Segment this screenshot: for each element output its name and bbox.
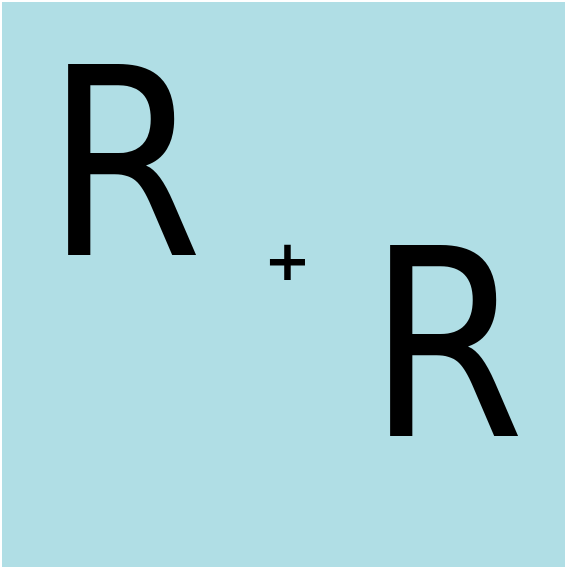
first-r-letter: R bbox=[46, 12, 203, 317]
second-r-letter: R bbox=[368, 193, 525, 498]
plus-sign: + bbox=[264, 229, 311, 294]
